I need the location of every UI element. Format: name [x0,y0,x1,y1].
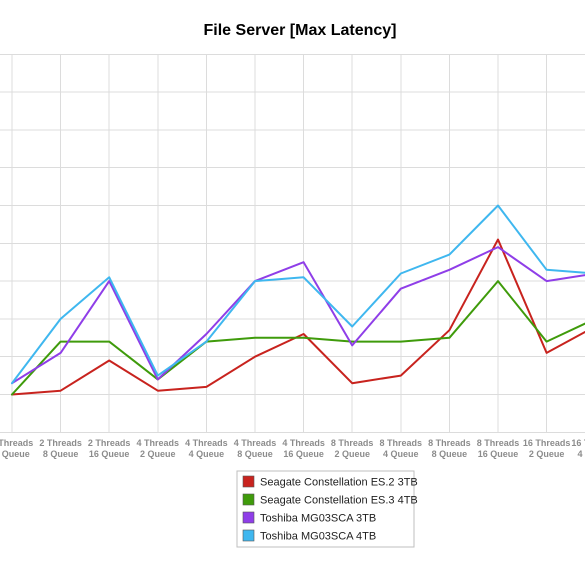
series-line-2 [11,280,585,396]
legend-swatch [242,529,255,542]
x-tick-label: 2 Threads 8 Queue [39,438,82,459]
x-tick-label: 4 Threads 2 Queue [137,438,180,459]
x-tick-label: 8 Threads 2 Queue [331,438,374,459]
grid-lines [0,53,585,433]
chart-title: File Server [Max Latency] [204,22,397,39]
legend: Seagate Constellation ES.2 3TB Seagate Co… [236,470,418,548]
x-tick-label: 8 Threads 8 Queue [428,438,471,459]
x-tick-label: 4 Threads 4 Queue [185,438,228,459]
legend-label: Toshiba MG03SCA 4TB [260,531,376,543]
x-tick-label: 4 Threads 8 Queue [234,438,277,459]
x-tick-label: 16 Threads 2 Queue [523,438,571,459]
x-tick-label: 4 Threads 16 Queue [282,438,325,459]
legend-box [236,470,415,548]
legend-label: Toshiba MG03SCA 3TB [260,513,376,525]
x-tick-label: 8 Threads 16 Queue [477,438,520,459]
legend-swatch [242,475,255,488]
legend-label: Seagate Constellation ES.2 3TB [260,477,418,489]
series-line-3 [11,246,585,385]
series-line-1 [11,238,585,396]
series-line-4 [11,204,585,385]
series-lines [11,204,585,396]
legend-swatch [242,493,255,506]
legend-label: Seagate Constellation ES.3 4TB [260,495,418,507]
legend-swatch [242,511,255,524]
x-tick-label: 8 Threads 4 Queue [380,438,423,459]
x-tick-label: 2 Threads 16 Queue [88,438,131,459]
